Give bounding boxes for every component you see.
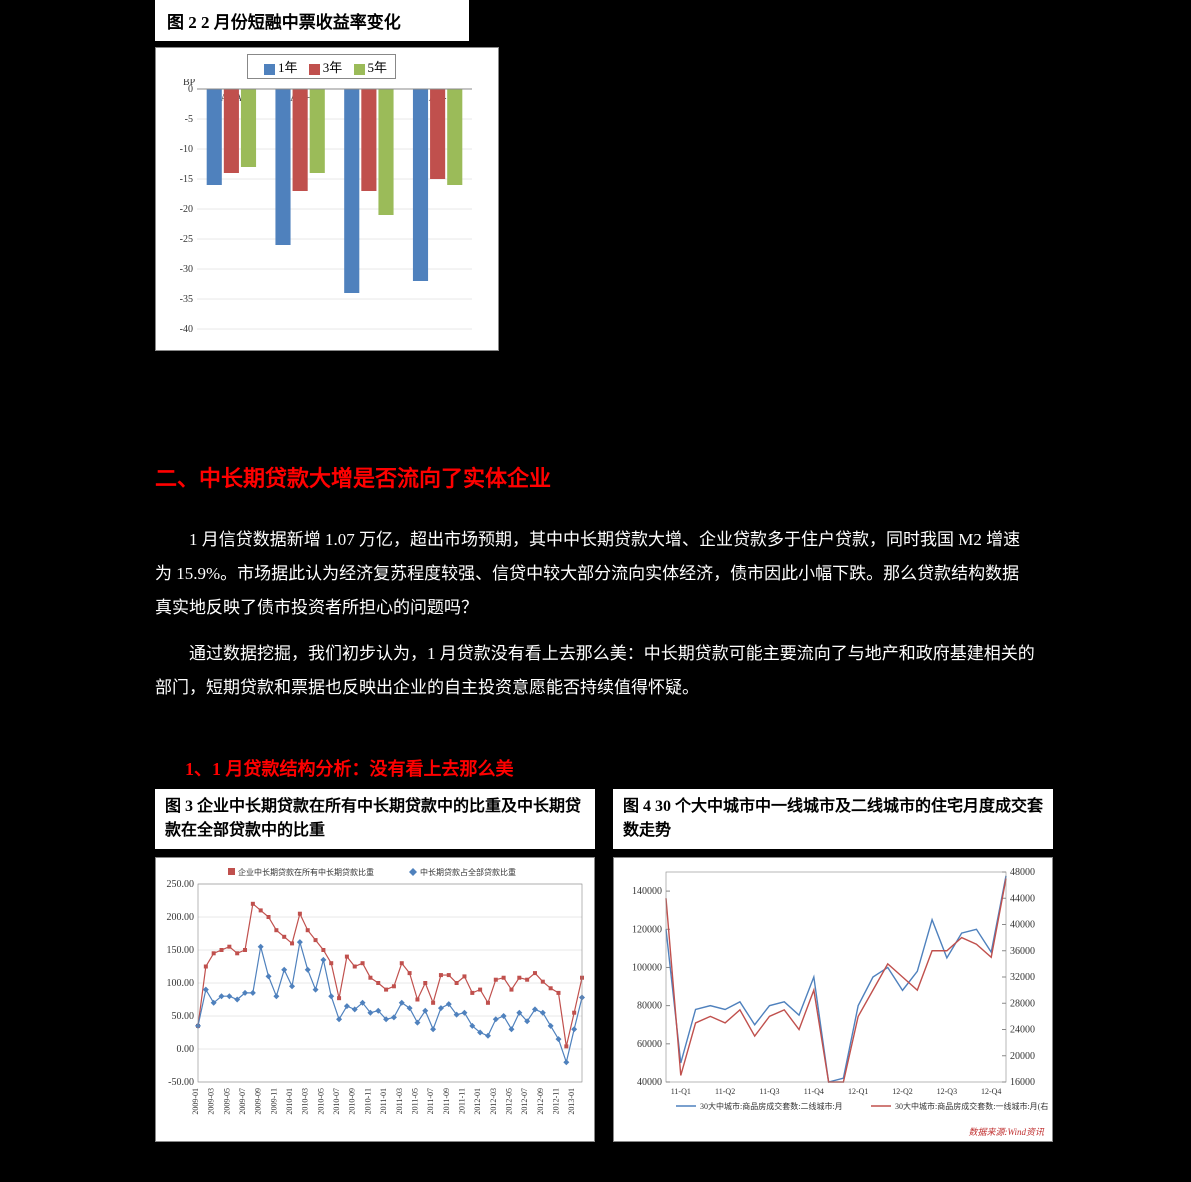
svg-text:200.00: 200.00	[167, 912, 195, 923]
svg-text:2010-11: 2010-11	[363, 1088, 372, 1114]
svg-text:0.00: 0.00	[177, 1044, 195, 1055]
svg-text:-50.00: -50.00	[168, 1077, 194, 1088]
chart2-panel: 1年 3年 5年 -40-35-30-25-20-15-10-50BPAAAAA…	[155, 47, 499, 351]
chart4-source: 数据来源:Wind资讯	[969, 1125, 1045, 1138]
svg-text:11-Q3: 11-Q3	[759, 1087, 779, 1096]
legend-1yr: 1年	[278, 60, 298, 75]
svg-text:2012-07: 2012-07	[520, 1088, 529, 1115]
svg-text:40000: 40000	[1010, 920, 1035, 931]
svg-text:2010-01: 2010-01	[285, 1088, 294, 1115]
chart2-legend: 1年 3年 5年	[247, 54, 396, 79]
svg-text:2010-05: 2010-05	[316, 1088, 325, 1115]
svg-text:2009-05: 2009-05	[222, 1088, 231, 1115]
svg-text:2009-11: 2009-11	[269, 1088, 278, 1114]
svg-text:2011-09: 2011-09	[442, 1088, 451, 1114]
svg-text:100.00: 100.00	[167, 978, 195, 989]
svg-text:2009-01: 2009-01	[191, 1088, 200, 1115]
svg-text:48000: 48000	[1010, 867, 1035, 878]
svg-text:企业中长期贷款在所有中长期贷款比重: 企业中长期贷款在所有中长期贷款比重	[238, 867, 374, 877]
svg-text:30大中城市:商品房成交套数:二线城市:月: 30大中城市:商品房成交套数:二线城市:月	[700, 1101, 843, 1111]
svg-text:50.00: 50.00	[172, 1011, 195, 1022]
svg-text:12-Q1: 12-Q1	[848, 1087, 868, 1096]
svg-text:-35: -35	[180, 294, 193, 305]
svg-text:2012-11: 2012-11	[551, 1088, 560, 1114]
svg-text:36000: 36000	[1010, 946, 1035, 957]
svg-text:2012-05: 2012-05	[504, 1088, 513, 1115]
svg-text:2013-01: 2013-01	[567, 1088, 576, 1115]
chart2-svg: -40-35-30-25-20-15-10-50BPAAAAA+AAAA-	[162, 79, 482, 339]
svg-text:2011-01: 2011-01	[379, 1088, 388, 1114]
chart3-svg: -50.00 0.00 50.00 100.00 150.00 200.00 250.00 企…	[160, 862, 590, 1130]
svg-text:-25: -25	[180, 234, 193, 245]
chart4-title: 图 4 30 个大中城市中一线城市及二线城市的住宅月度成交套数走势	[613, 789, 1053, 849]
svg-text:2011-07: 2011-07	[426, 1088, 435, 1114]
svg-text:28000: 28000	[1010, 998, 1035, 1009]
svg-text:140000: 140000	[632, 886, 662, 897]
svg-text:-15: -15	[180, 174, 193, 185]
svg-text:2010-09: 2010-09	[348, 1088, 357, 1115]
svg-text:44000: 44000	[1010, 893, 1035, 904]
subsection1-heading: 1、1 月贷款结构分析：没有看上去那么美	[185, 755, 1036, 781]
svg-text:2012-09: 2012-09	[536, 1088, 545, 1115]
svg-text:2012-01: 2012-01	[473, 1088, 482, 1115]
svg-text:40000: 40000	[637, 1077, 662, 1088]
svg-text:80000: 80000	[637, 1001, 662, 1012]
svg-text:11-Q4: 11-Q4	[804, 1087, 824, 1096]
svg-text:2012-03: 2012-03	[489, 1088, 498, 1115]
svg-text:-5: -5	[185, 114, 193, 125]
svg-text:2011-03: 2011-03	[395, 1088, 404, 1114]
svg-text:11-Q2: 11-Q2	[715, 1087, 735, 1096]
legend-5yr: 5年	[368, 60, 388, 75]
svg-text:2011-05: 2011-05	[410, 1088, 419, 1114]
svg-text:2010-03: 2010-03	[301, 1088, 310, 1115]
svg-text:-10: -10	[180, 144, 193, 155]
svg-text:-20: -20	[180, 204, 193, 215]
svg-text:2011-11: 2011-11	[457, 1088, 466, 1114]
svg-text:30大中城市:商品房成交套数:一线城市:月(右轴): 30大中城市:商品房成交套数:一线城市:月(右轴)	[895, 1101, 1048, 1111]
svg-text:120000: 120000	[632, 924, 662, 935]
svg-text:2009-03: 2009-03	[207, 1088, 216, 1115]
section2-heading: 二、中长期贷款大增是否流向了实体企业	[155, 461, 1036, 493]
svg-text:11-Q1: 11-Q1	[671, 1087, 691, 1096]
svg-text:24000: 24000	[1010, 1025, 1035, 1036]
svg-text:2009-09: 2009-09	[254, 1088, 263, 1115]
svg-text:12-Q4: 12-Q4	[981, 1087, 1001, 1096]
svg-text:-30: -30	[180, 264, 193, 275]
chart2-title: 图 2 2 月份短融中票收益率变化	[155, 0, 469, 41]
svg-text:250.00: 250.00	[167, 879, 195, 890]
svg-text:100000: 100000	[632, 962, 662, 973]
svg-text:中长期贷款占全部贷款比重: 中长期贷款占全部贷款比重	[420, 867, 516, 877]
svg-text:2009-07: 2009-07	[238, 1088, 247, 1115]
svg-text:12-Q3: 12-Q3	[937, 1087, 957, 1096]
svg-text:BP: BP	[183, 79, 196, 88]
legend-3yr: 3年	[323, 60, 343, 75]
section2-para-1: 1 月信贷数据新增 1.07 万亿，超出市场预期，其中中长期贷款大增、企业贷款多…	[155, 523, 1036, 625]
svg-text:16000: 16000	[1010, 1077, 1035, 1088]
chart4-svg: 40000 60000 80000 100000 120000 140000 16000 20…	[618, 862, 1048, 1130]
svg-text:150.00: 150.00	[167, 945, 195, 956]
svg-text:-40: -40	[180, 324, 193, 335]
chart3-title: 图 3 企业中长期贷款在所有中长期贷款中的比重及中长期贷款在全部贷款中的比重	[155, 789, 595, 849]
section2-para-2: 通过数据挖掘，我们初步认为，1 月贷款没有看上去那么美：中长期贷款可能主要流向了…	[155, 637, 1036, 705]
chart4-panel: 40000 60000 80000 100000 120000 140000 16000 20…	[613, 857, 1053, 1142]
chart3-panel: -50.00 0.00 50.00 100.00 150.00 200.00 250.00 企…	[155, 857, 595, 1142]
svg-text:20000: 20000	[1010, 1051, 1035, 1062]
svg-text:2010-07: 2010-07	[332, 1088, 341, 1115]
svg-text:60000: 60000	[637, 1039, 662, 1050]
svg-text:32000: 32000	[1010, 972, 1035, 983]
svg-text:12-Q2: 12-Q2	[892, 1087, 912, 1096]
